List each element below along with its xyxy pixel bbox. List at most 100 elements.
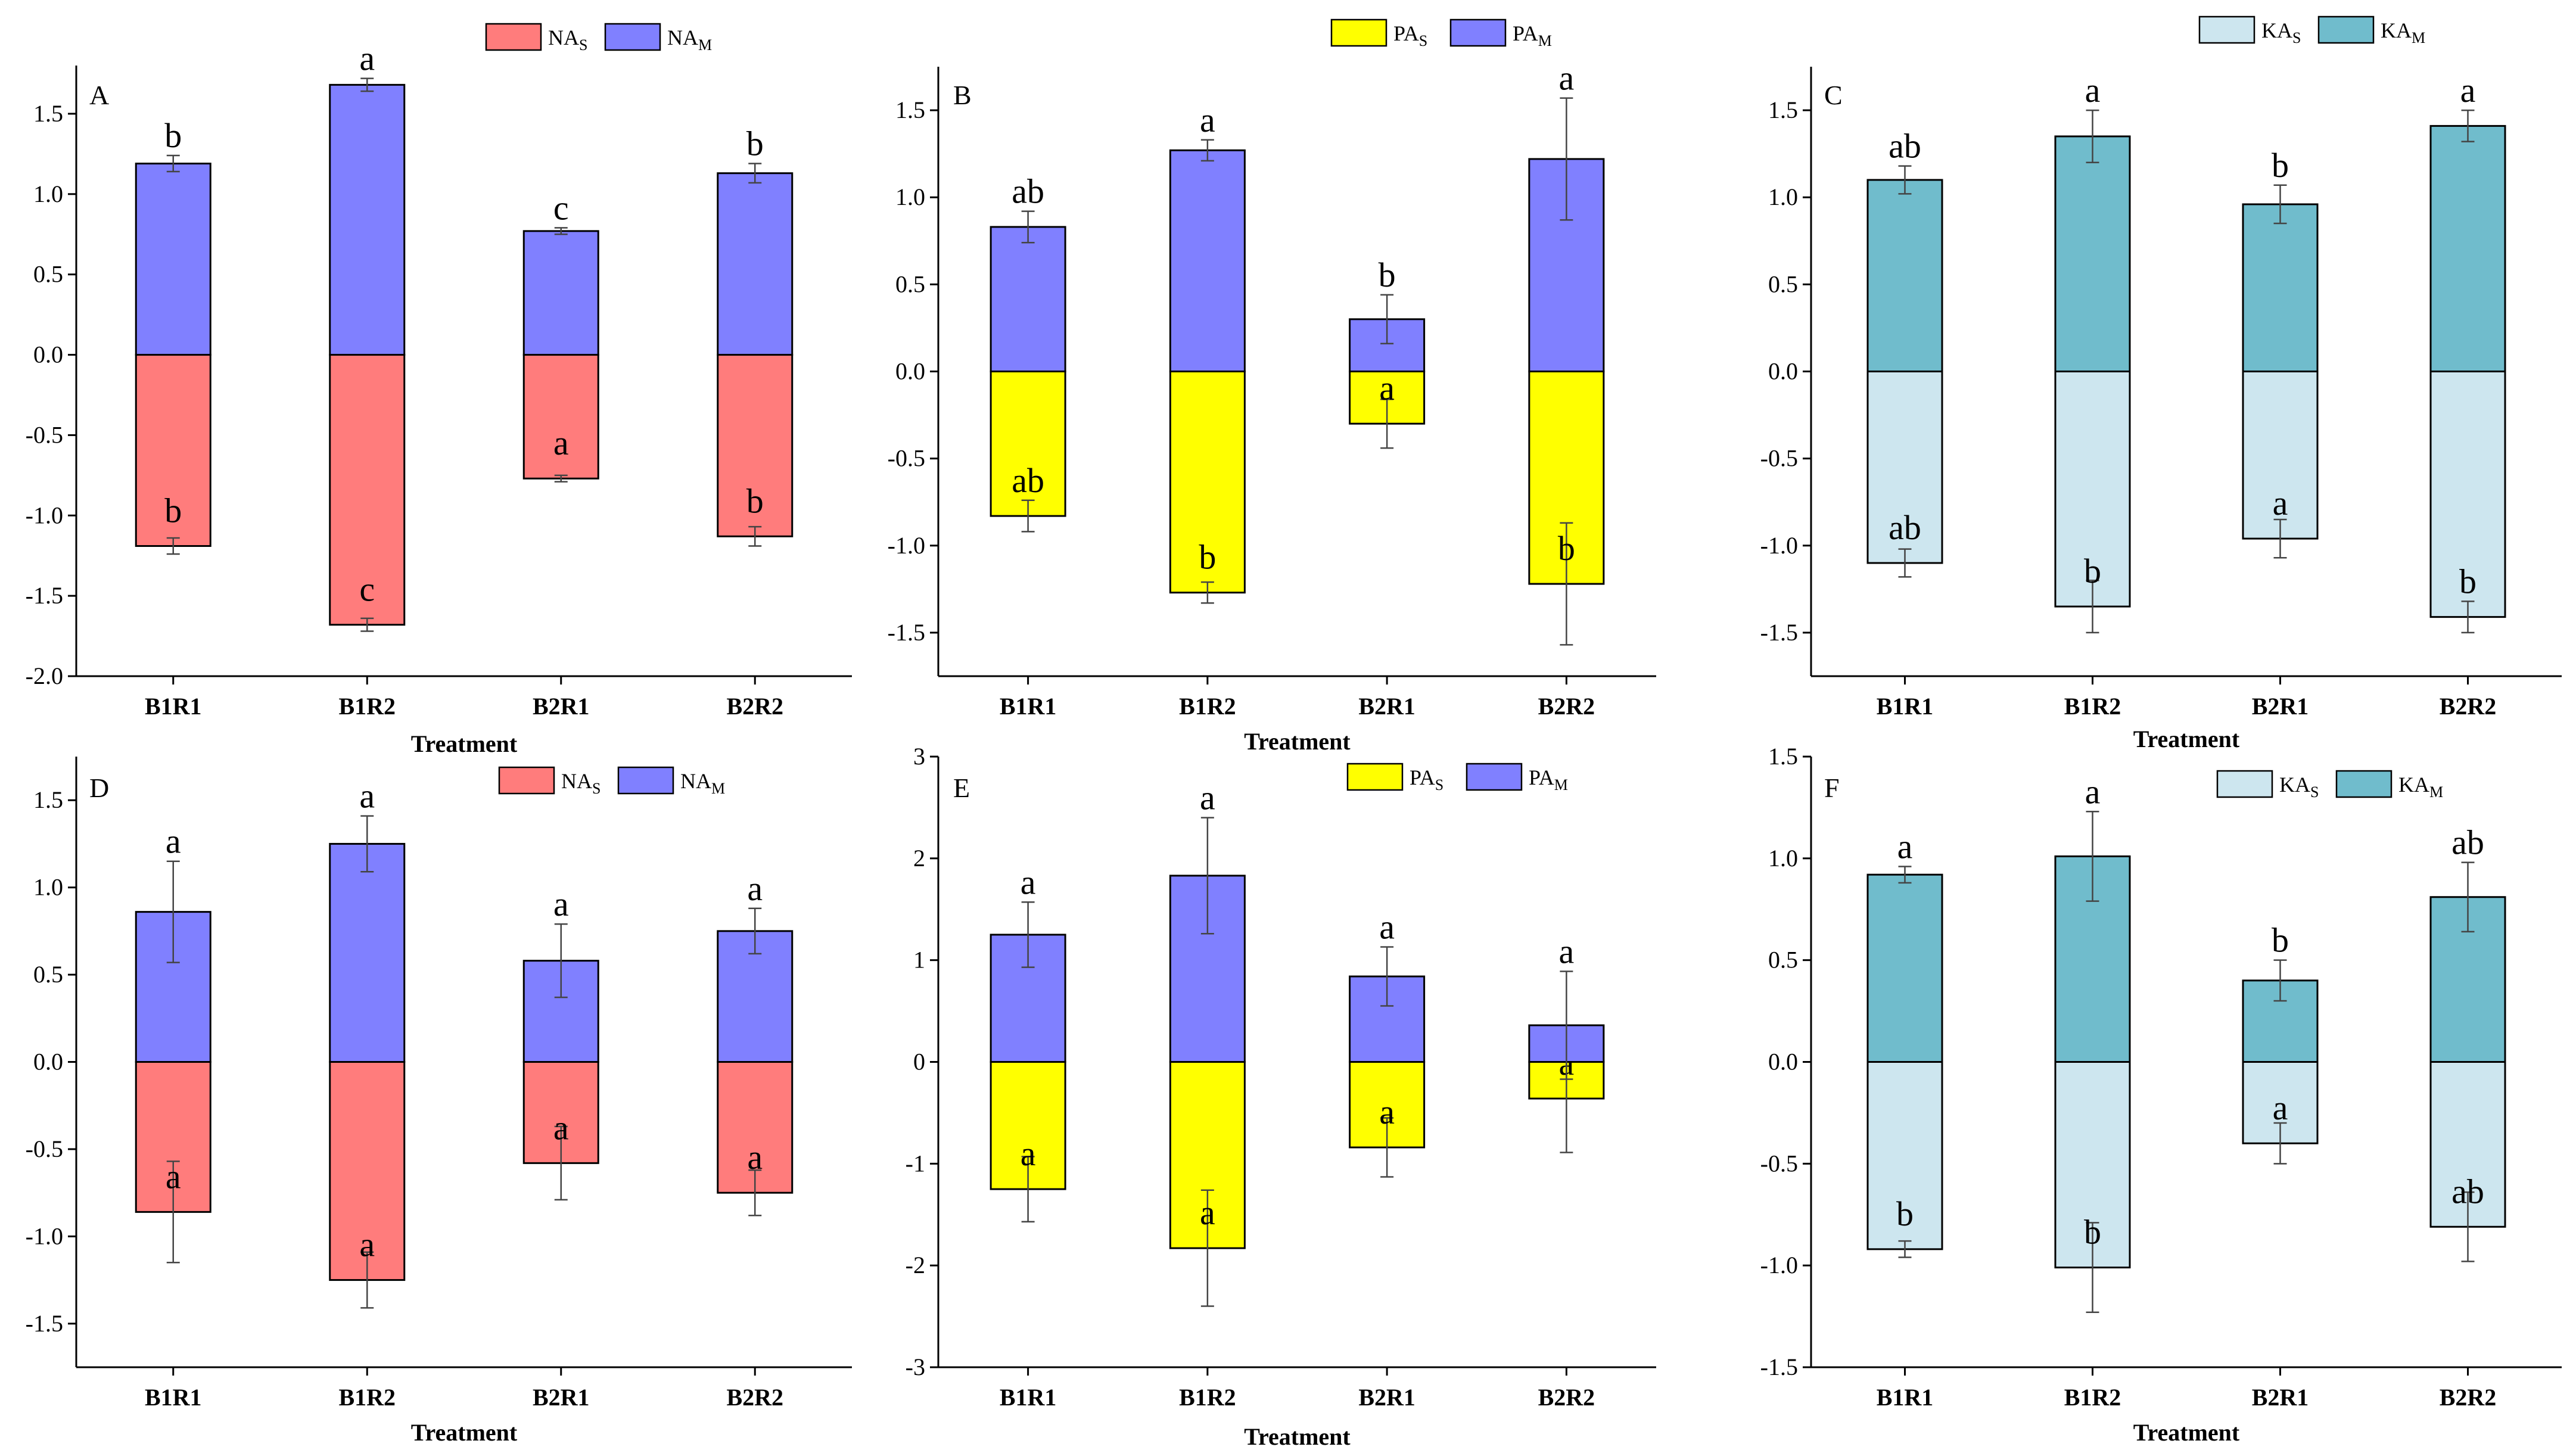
- y-tick-label: 1.0: [33, 874, 63, 901]
- y-tick-label: 1.0: [895, 183, 925, 210]
- legend: KAS KAM: [2216, 770, 2443, 801]
- y-tick-label: 0.0: [1768, 1049, 1798, 1075]
- x-axis-title: Treatment: [1244, 1423, 1351, 1450]
- x-tick-label: B1R2: [1179, 693, 1236, 720]
- bar-nas: [329, 354, 406, 626]
- significance-letter: b: [2084, 1213, 2101, 1252]
- y-tick-label: -1.0: [888, 532, 925, 559]
- x-tick-label: B1R1: [1877, 693, 1934, 720]
- y-tick-label: 1.0: [33, 181, 63, 207]
- significance-letter: ab: [2451, 1172, 2484, 1211]
- legend: NAS NAM: [498, 766, 725, 797]
- legend-swatch: [1330, 18, 1387, 47]
- x-tick-label: B1R1: [145, 693, 202, 720]
- y-tick-label: 1: [913, 947, 925, 973]
- bar-nas: [717, 354, 794, 537]
- y-tick-label: -1.5: [1760, 1354, 1798, 1380]
- bar-kas: [2429, 371, 2506, 618]
- legend-swatch: [2216, 770, 2273, 798]
- panel-f: -1.5 -1.0 -0.5 0.0 0.5 1.0 1.5 B1R1 B1R2 B2R1 B2R2…: [1760, 743, 2562, 1446]
- y-tick-label: 2: [913, 845, 925, 872]
- bar-nam: [717, 172, 794, 356]
- legend-swatch: [2198, 15, 2255, 44]
- significance-letter: b: [1379, 256, 1396, 294]
- y-tick-label: -1.5: [26, 1310, 63, 1337]
- x-tick-label: B1R1: [145, 1384, 202, 1411]
- x-axis-title: Treatment: [1244, 728, 1351, 755]
- significance-letter: a: [1200, 779, 1215, 817]
- significance-letter: a: [553, 885, 569, 923]
- significance-letter: b: [2272, 146, 2289, 185]
- y-tick-label: -0.5: [888, 445, 925, 472]
- legend-swatch: [1346, 763, 1404, 791]
- legend-label: PAS: [1410, 766, 1443, 794]
- x-tick-label: B1R2: [338, 693, 396, 720]
- x-tick-label: B2R2: [726, 693, 783, 720]
- panel-letter: D: [89, 773, 109, 803]
- y-tick-label: 0.0: [33, 341, 63, 368]
- x-tick-label: B1R1: [1000, 1384, 1057, 1411]
- significance-letter: a: [2460, 71, 2476, 110]
- bar-kam: [2242, 203, 2319, 372]
- legend-label: PAM: [1513, 21, 1552, 49]
- significance-letter: b: [1199, 538, 1216, 577]
- legend-label: KAS: [2279, 773, 2319, 801]
- legend-label-subscript: M: [1538, 32, 1552, 49]
- panel-e: -3 -2 -1 0 1 2 3 B1R1 B1R2 B2R1 B2R2 Treatment Ea a a a…: [906, 743, 1656, 1450]
- legend-label: NAM: [680, 769, 725, 797]
- bar-nam: [329, 83, 406, 356]
- significance-letter: a: [747, 869, 763, 908]
- significance-letter: a: [747, 1138, 763, 1177]
- significance-letter: a: [166, 1157, 181, 1196]
- y-tick-label: 1.0: [1768, 183, 1798, 210]
- legend-label-subscript: M: [2412, 29, 2425, 46]
- bar-kas: [1866, 371, 1943, 564]
- significance-letter: a: [1379, 1093, 1395, 1131]
- legend-swatch: [2335, 770, 2393, 798]
- bar-pam: [1169, 149, 1246, 372]
- panel-d: -1.5 -1.0 -0.5 0.0 0.5 1.0 1.5 B1R1 B1R2 B2R1 B2R2…: [26, 757, 852, 1446]
- legend-label: NAM: [667, 26, 712, 54]
- legend-swatch: [617, 766, 674, 795]
- bar-kas: [2242, 371, 2319, 540]
- x-axis-title: Treatment: [2133, 726, 2240, 752]
- legend-label: PAM: [1529, 766, 1568, 794]
- x-tick-label: B2R2: [2440, 1384, 2497, 1411]
- panel-letter: E: [953, 773, 970, 803]
- legend-swatch: [604, 23, 661, 51]
- legend-label-subscript: S: [2292, 29, 2301, 46]
- significance-letter: a: [1897, 827, 1913, 866]
- x-tick-label: B1R2: [2064, 693, 2121, 720]
- y-tick-label: -2: [906, 1252, 925, 1278]
- significance-letter: ab: [1012, 461, 1044, 500]
- legend-label-subscript: S: [1419, 32, 1427, 49]
- y-tick-label: -3: [906, 1354, 925, 1380]
- significance-letter: a: [359, 39, 375, 78]
- x-tick-label: B2R2: [1538, 1384, 1595, 1411]
- y-tick-label: -0.5: [1760, 1150, 1798, 1177]
- y-tick-label: -1.0: [1760, 1252, 1798, 1278]
- y-tick-label: 0.0: [1768, 358, 1798, 385]
- bar-pas: [990, 1061, 1066, 1190]
- x-tick-label: B1R2: [338, 1384, 396, 1411]
- significance-letter: b: [746, 125, 764, 163]
- x-axis-title: Treatment: [411, 730, 518, 757]
- significance-letter: a: [1379, 907, 1395, 946]
- x-tick-label: B2R1: [2252, 1384, 2309, 1411]
- y-tick-label: 3: [913, 743, 925, 770]
- significance-letter: b: [2084, 552, 2101, 590]
- significance-letter: a: [1379, 369, 1395, 407]
- bar-nam: [135, 163, 211, 356]
- significance-letter: ab: [1889, 127, 1921, 166]
- bar-nas: [135, 354, 211, 547]
- y-tick-label: 0.5: [895, 270, 925, 297]
- significance-letter: c: [359, 570, 375, 609]
- legend-label: PAS: [1393, 21, 1427, 49]
- significance-letter: a: [553, 424, 569, 462]
- bar-kam: [1866, 179, 1943, 372]
- legend-swatch: [2317, 15, 2375, 44]
- x-tick-label: B2R2: [2440, 693, 2497, 720]
- legend-swatch: [485, 23, 542, 51]
- panel-a: -2.0 -1.5 -1.0 -0.5 0.0 0.5 1.0 1.5 B1R1 B1R2 B2R1…: [26, 23, 852, 757]
- significance-letter: a: [359, 777, 375, 816]
